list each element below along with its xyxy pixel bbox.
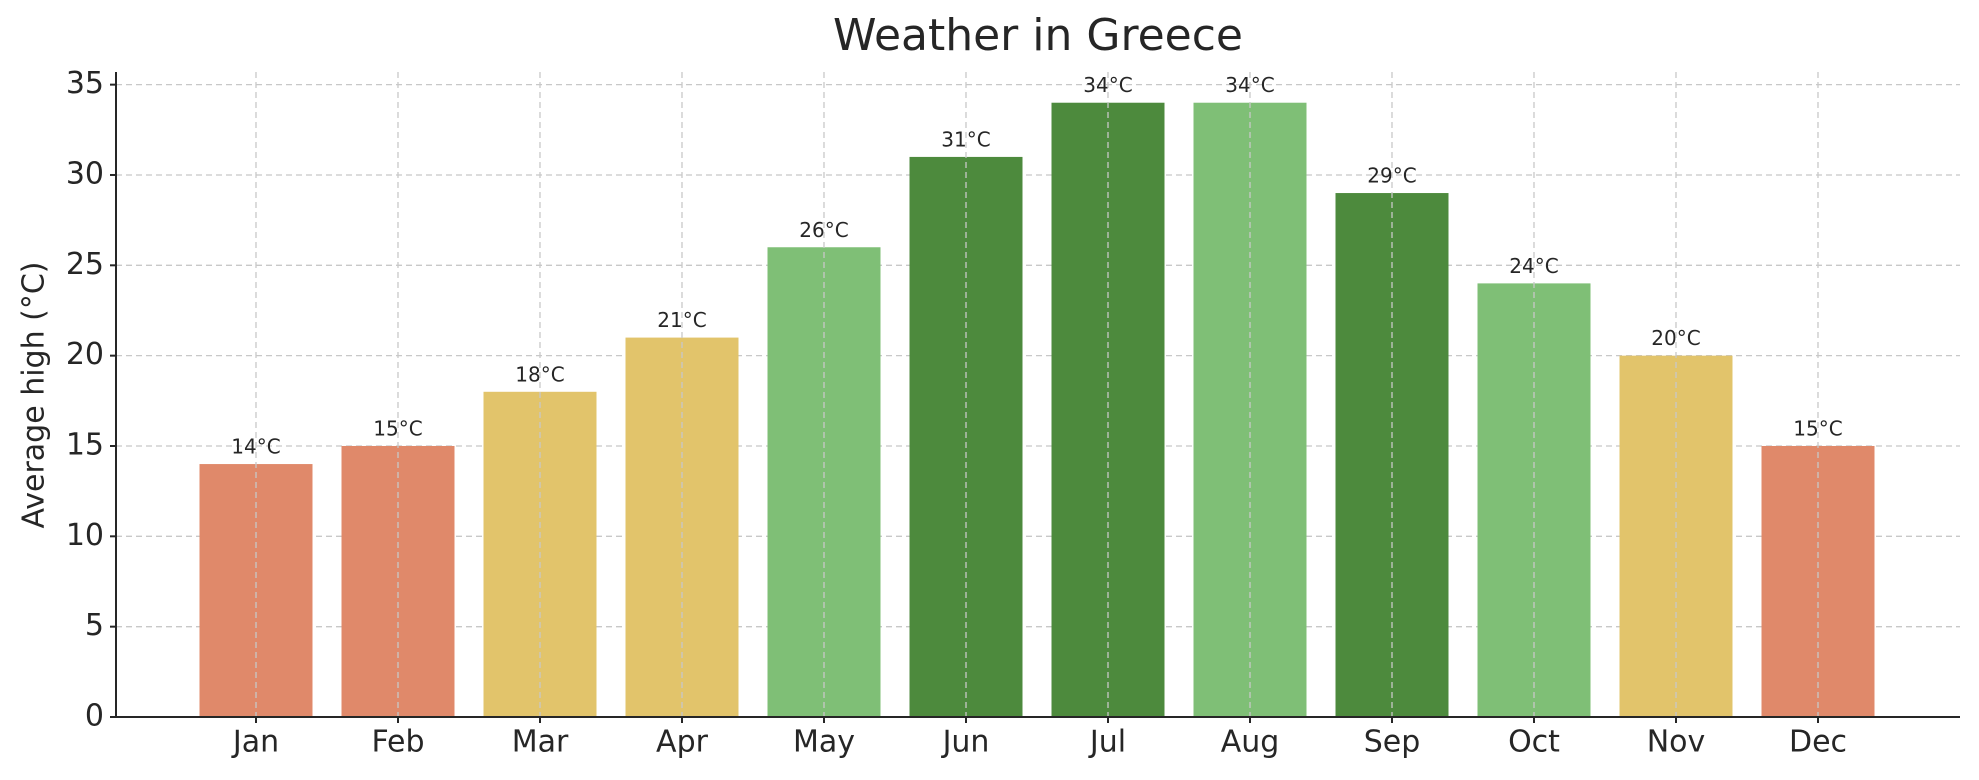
x-tick-label: Mar [512,725,569,760]
x-tick-label: Oct [1508,725,1560,760]
value-label: 21°C [657,308,706,332]
bar [1761,445,1875,717]
y-tick-label: 20 [66,337,104,372]
x-tick-label: May [793,725,855,760]
y-tick-label: 0 [85,699,104,734]
bar [1477,283,1591,717]
y-tick-label: 5 [85,608,104,643]
y-tick-label: 15 [66,427,104,462]
value-label: 26°C [799,218,848,242]
x-tick-label: Sep [1364,725,1421,760]
x-tick-label: Aug [1221,725,1280,760]
x-tick-label: Jan [231,725,279,760]
y-axis-label: Average high (°C) [17,261,52,528]
x-tick-label: Jul [1088,725,1126,760]
y-tick-label: 35 [66,66,104,101]
bar [341,445,455,717]
chart-title: Weather in Greece [833,10,1243,61]
y-tick-label: 10 [66,518,104,553]
x-tick-label: Nov [1647,725,1706,760]
x-tick-label: Apr [656,725,709,760]
x-tick-label: Dec [1789,725,1847,760]
x-tick-label: Jun [941,725,990,760]
y-tick-label: 25 [66,247,104,282]
x-tick-label: Feb [371,725,424,760]
y-tick-label: 30 [66,156,104,191]
